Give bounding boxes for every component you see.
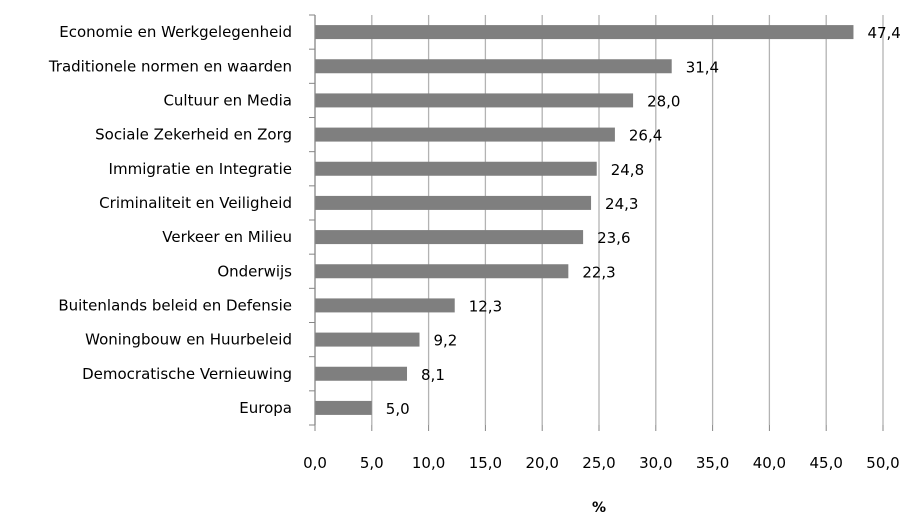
x-tick-label: 10,0 (412, 454, 445, 472)
data-label: 47,4 (867, 24, 900, 42)
labels: 0,0 5,0 10,0 15,0 20,0 25,0 30,0 35,0 40,0 45,0 50… (48, 23, 901, 472)
category-label: Verkeer en Milieu (162, 228, 292, 246)
bar (315, 366, 408, 381)
x-tick-label: 45,0 (809, 454, 842, 472)
bar (315, 127, 615, 142)
x-tick-label: 50,0 (866, 454, 899, 472)
x-tick-label: 20,0 (525, 454, 558, 472)
bar (315, 25, 854, 40)
category-label: Buitenlands beleid en Defensie (58, 296, 292, 314)
bar (315, 230, 584, 245)
x-tick-label: 40,0 (753, 454, 786, 472)
category-label: Woningbouw en Huurbeleid (85, 331, 292, 349)
category-label: Immigratie en Integratie (109, 160, 292, 178)
category-label: Traditionele normen en waarden (48, 57, 292, 75)
data-label: 23,6 (597, 229, 630, 247)
category-label: Economie en Werkgelegenheid (59, 23, 292, 41)
data-label: 24,8 (611, 161, 644, 179)
data-label: 9,2 (434, 332, 458, 350)
data-label: 31,4 (686, 58, 719, 76)
bar (315, 195, 592, 210)
bar (315, 59, 672, 74)
x-tick-label: 15,0 (469, 454, 502, 472)
bars (315, 25, 854, 415)
data-label: 24,3 (605, 195, 638, 213)
x-tick-label: 25,0 (582, 454, 615, 472)
data-label: 22,3 (582, 263, 615, 281)
bar (315, 161, 597, 176)
gridlines (371, 15, 884, 425)
data-label: 28,0 (647, 92, 680, 110)
x-axis-title: % (592, 500, 606, 516)
x-tick-label: 0,0 (303, 454, 327, 472)
category-label: Onderwijs (217, 262, 292, 280)
data-label: 12,3 (469, 297, 502, 315)
bar (315, 400, 372, 415)
category-label: Sociale Zekerheid en Zorg (95, 126, 292, 144)
category-label: Cultuur en Media (163, 91, 292, 109)
bar (315, 93, 634, 108)
bar (315, 264, 569, 279)
category-label: Criminaliteit en Veiligheid (99, 194, 292, 212)
data-label: 5,0 (386, 400, 410, 418)
x-tick-label: 30,0 (639, 454, 672, 472)
data-label: 8,1 (421, 366, 445, 384)
bar (315, 298, 455, 313)
x-tick-label: 35,0 (696, 454, 729, 472)
category-label: Democratische Vernieuwing (82, 365, 292, 383)
axes (309, 14, 884, 431)
data-label: 26,4 (629, 127, 662, 145)
bar (315, 332, 420, 347)
x-tick-label: 5,0 (360, 454, 384, 472)
category-label: Europa (239, 399, 292, 417)
